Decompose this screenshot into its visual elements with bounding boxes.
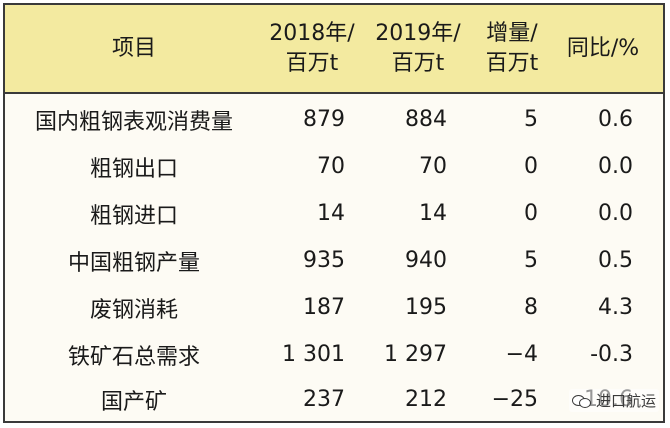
cell-increase: 5: [524, 248, 538, 273]
header-yoy: 同比/%: [566, 35, 640, 61]
cell-2018: 935: [303, 248, 345, 273]
cell-2019: 70: [419, 154, 447, 179]
cell-increase: −25: [491, 387, 538, 412]
table-row: 国内粗钢表观消费量 879 884 5 0.6: [5, 96, 663, 143]
cell-yoy: -0.3: [590, 342, 633, 367]
watermark-text: 进口航运: [596, 392, 657, 410]
header-2019: 2019年/ 百万t: [375, 20, 461, 76]
data-table: 项目 2018年/ 百万t 2019年/ 百万t 增量/ 百万t 同比/% 国内…: [3, 3, 665, 423]
header-2018: 2018年/ 百万t: [269, 20, 355, 76]
header-item: 项目: [111, 35, 156, 61]
cell-yoy: 0.6: [598, 107, 633, 132]
cell-2019: 14: [419, 201, 447, 226]
cell-increase: 8: [524, 295, 538, 320]
cell-item: 铁矿石总需求: [67, 344, 200, 370]
cell-increase: 0: [524, 201, 538, 226]
wechat-icon: [572, 394, 592, 408]
cell-item: 中国粗钢产量: [67, 250, 200, 276]
cell-increase: −4: [505, 342, 538, 367]
cell-yoy: 4.3: [598, 295, 633, 320]
table-row: 铁矿石总需求 1 301 1 297 −4 -0.3: [5, 331, 663, 378]
cell-item: 废钢消耗: [89, 297, 178, 323]
table-row: 国产矿 237 212 −25 -10.6: [5, 376, 663, 423]
cell-item: 国产矿: [100, 389, 167, 415]
cell-item: 粗钢进口: [89, 203, 178, 229]
table-row: 粗钢出口 70 70 0 0.0: [5, 143, 663, 190]
cell-item: 粗钢出口: [89, 156, 178, 182]
cell-yoy: 0.0: [598, 154, 633, 179]
table-row: 中国粗钢产量 935 940 5 0.5: [5, 237, 663, 284]
cell-2018: 879: [303, 107, 345, 132]
cell-yoy: 0.5: [598, 248, 633, 273]
table-header: 项目 2018年/ 百万t 2019年/ 百万t 增量/ 百万t 同比/%: [5, 5, 663, 94]
cell-2018: 14: [317, 201, 345, 226]
cell-2018: 237: [303, 387, 345, 412]
cell-2018: 187: [303, 295, 345, 320]
header-increase: 增量/ 百万t: [485, 20, 539, 76]
cell-2019: 940: [405, 248, 447, 273]
table-row: 粗钢进口 14 14 0 0.0: [5, 190, 663, 237]
cell-item: 国内粗钢表观消费量: [34, 109, 233, 135]
cell-increase: 5: [524, 107, 538, 132]
cell-2018: 70: [317, 154, 345, 179]
cell-2018: 1 301: [282, 342, 345, 367]
cell-2019: 884: [405, 107, 447, 132]
wechat-watermark: 进口航运: [569, 389, 660, 412]
cell-yoy: 0.0: [598, 201, 633, 226]
cell-2019: 195: [405, 295, 447, 320]
cell-2019: 1 297: [384, 342, 447, 367]
cell-2019: 212: [405, 387, 447, 412]
cell-increase: 0: [524, 154, 538, 179]
table-row: 废钢消耗 187 195 8 4.3: [5, 284, 663, 331]
